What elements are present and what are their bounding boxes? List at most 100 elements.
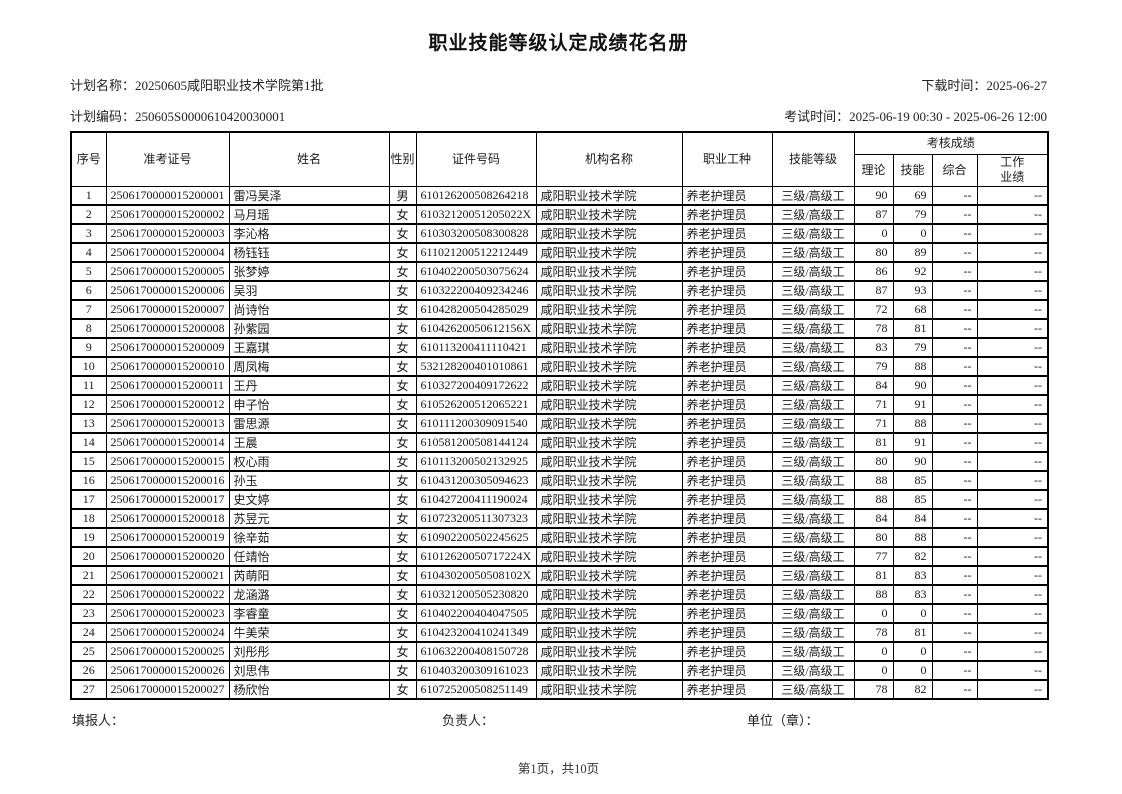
cell-level: 三级/高级工 [771, 432, 855, 453]
cell-index: 1 [70, 185, 107, 206]
cell-id-number: 610423200410241349 [415, 622, 537, 643]
cell-work-score: -- [976, 394, 1049, 415]
cell-institution: 咸阳职业技术学院 [535, 603, 683, 624]
cell-institution: 咸阳职业技术学院 [535, 660, 683, 681]
table-row: 17 2506170000015200017 史文婷 女 61042720041… [70, 489, 1049, 510]
cell-theory-score: 90 [853, 185, 894, 206]
cell-level: 三级/高级工 [771, 280, 855, 301]
cell-id-number: 610403200309161023 [415, 660, 537, 681]
cell-id-number: 610322200409234246 [415, 280, 537, 301]
cell-theory-score: 81 [853, 432, 894, 453]
cell-name: 权心雨 [228, 451, 390, 472]
cell-occupation: 养老护理员 [681, 584, 773, 605]
cell-name: 徐辛茹 [228, 527, 390, 548]
cell-ticket: 2506170000015200010 [105, 356, 230, 377]
signature-row: 填报人： 负责人： 单位（章）： [70, 710, 1047, 728]
cell-institution: 咸阳职业技术学院 [535, 356, 683, 377]
col-header-skill: 技能 [892, 153, 933, 187]
cell-institution: 咸阳职业技术学院 [535, 546, 683, 567]
cell-work-score: -- [976, 242, 1049, 263]
cell-gender: 女 [388, 546, 417, 567]
cell-theory-score: 86 [853, 261, 894, 282]
cell-institution: 咸阳职业技术学院 [535, 565, 683, 586]
cell-id-number: 610902200502245625 [415, 527, 537, 548]
table-row: 27 2506170000015200027 杨欣怡 女 61072520050… [70, 679, 1049, 700]
cell-occupation: 养老护理员 [681, 413, 773, 434]
cell-gender: 女 [388, 299, 417, 320]
cell-skill-score: 90 [892, 375, 933, 396]
cell-occupation: 养老护理员 [681, 204, 773, 225]
table-row: 22 2506170000015200022 龙涵潞 女 61032120050… [70, 584, 1049, 605]
cell-skill-score: 79 [892, 337, 933, 358]
cell-comprehensive-score: -- [931, 565, 978, 586]
cell-comprehensive-score: -- [931, 584, 978, 605]
col-header-comprehensive: 综合 [931, 153, 978, 187]
cell-institution: 咸阳职业技术学院 [535, 584, 683, 605]
cell-skill-score: 0 [892, 641, 933, 662]
cell-theory-score: 80 [853, 451, 894, 472]
cell-name: 龙涵潞 [228, 584, 390, 605]
cell-work-score: -- [976, 470, 1049, 491]
cell-comprehensive-score: -- [931, 375, 978, 396]
page-title: 职业技能等级认定成绩花名册 [428, 33, 689, 54]
cell-comprehensive-score: -- [931, 508, 978, 529]
cell-theory-score: 78 [853, 679, 894, 700]
cell-occupation: 养老护理员 [681, 527, 773, 548]
cell-skill-score: 92 [892, 261, 933, 282]
table-row: 21 2506170000015200021 芮萌阳 女 61043020050… [70, 565, 1049, 586]
cell-ticket: 2506170000015200026 [105, 660, 230, 681]
table-row: 1 2506170000015200001 雷冯昊泽 男 61012620050… [70, 185, 1049, 206]
cell-institution: 咸阳职业技术学院 [535, 185, 683, 206]
cell-index: 6 [70, 280, 107, 301]
cell-occupation: 养老护理员 [681, 679, 773, 700]
cell-institution: 咸阳职业技术学院 [535, 508, 683, 529]
cell-ticket: 2506170000015200015 [105, 451, 230, 472]
cell-skill-score: 69 [892, 185, 933, 206]
cell-theory-score: 0 [853, 641, 894, 662]
cell-work-score: -- [976, 223, 1049, 244]
cell-work-score: -- [976, 451, 1049, 472]
col-header-level: 技能等级 [771, 131, 855, 187]
table-row: 24 2506170000015200024 牛美荣 女 61042320041… [70, 622, 1049, 643]
cell-index: 27 [70, 679, 107, 700]
table-row: 7 2506170000015200007 尚诗怡 女 610428200504… [70, 299, 1049, 320]
table-row: 23 2506170000015200023 李睿童 女 61040220040… [70, 603, 1049, 624]
table-row: 8 2506170000015200008 孙紫园 女 610426200506… [70, 318, 1049, 339]
filler-label: 填报人： [72, 713, 125, 728]
plan-name-value: 20250605咸阳职业技术学院第1批 [135, 78, 324, 93]
cell-occupation: 养老护理员 [681, 489, 773, 510]
cell-level: 三级/高级工 [771, 527, 855, 548]
cell-theory-score: 0 [853, 603, 894, 624]
cell-id-number: 610126200508264218 [415, 185, 537, 206]
table-row: 18 2506170000015200018 苏昱元 女 61072320051… [70, 508, 1049, 529]
cell-skill-score: 0 [892, 223, 933, 244]
cell-comprehensive-score: -- [931, 413, 978, 434]
cell-index: 10 [70, 356, 107, 377]
cell-name: 王晨 [228, 432, 390, 453]
cell-index: 2 [70, 204, 107, 225]
cell-index: 4 [70, 242, 107, 263]
cell-institution: 咸阳职业技术学院 [535, 679, 683, 700]
cell-level: 三级/高级工 [771, 223, 855, 244]
cell-comprehensive-score: -- [931, 356, 978, 377]
unit-seal-label: 单位（章）： [747, 713, 819, 728]
cell-comprehensive-score: -- [931, 603, 978, 624]
cell-level: 三级/高级工 [771, 603, 855, 624]
cell-ticket: 2506170000015200021 [105, 565, 230, 586]
cell-skill-score: 93 [892, 280, 933, 301]
cell-gender: 女 [388, 622, 417, 643]
cell-institution: 咸阳职业技术学院 [535, 394, 683, 415]
cell-index: 16 [70, 470, 107, 491]
cell-theory-score: 80 [853, 527, 894, 548]
cell-ticket: 2506170000015200005 [105, 261, 230, 282]
cell-name: 芮萌阳 [228, 565, 390, 586]
cell-institution: 咸阳职业技术学院 [535, 489, 683, 510]
cell-comprehensive-score: -- [931, 527, 978, 548]
cell-name: 史文婷 [228, 489, 390, 510]
cell-id-number: 610303200508300828 [415, 223, 537, 244]
cell-occupation: 养老护理员 [681, 280, 773, 301]
cell-level: 三级/高级工 [771, 546, 855, 567]
cell-index: 23 [70, 603, 107, 624]
cell-comprehensive-score: -- [931, 641, 978, 662]
exam-time-label: 考试时间： [784, 109, 850, 124]
